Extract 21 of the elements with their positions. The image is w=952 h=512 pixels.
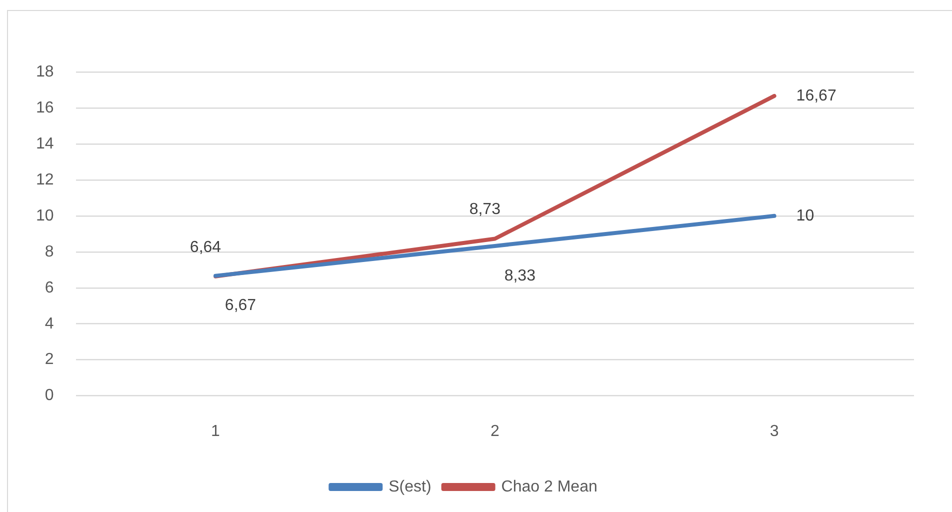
y-tick-label: 12 xyxy=(36,171,54,188)
data-label: 8,33 xyxy=(504,267,536,284)
data-label: 16,67 xyxy=(796,87,836,104)
y-tick-label: 6 xyxy=(44,279,54,296)
x-tick-label: 3 xyxy=(770,422,779,440)
data-label: 6,67 xyxy=(224,297,256,314)
y-tick-label: 14 xyxy=(36,135,54,152)
data-label: 6,64 xyxy=(190,238,222,256)
x-tick-label: 1 xyxy=(211,422,220,440)
legend-label: S(est) xyxy=(388,478,432,496)
y-tick-label: 8 xyxy=(44,243,54,260)
legend-label: Chao 2 Mean xyxy=(501,478,598,496)
y-tick-label: 16 xyxy=(36,99,54,116)
y-tick-label: 18 xyxy=(36,63,54,80)
data-label: 10 xyxy=(796,207,814,224)
data-label: 8,73 xyxy=(469,201,501,218)
y-tick-label: 4 xyxy=(44,315,54,332)
y-tick-label: 10 xyxy=(36,207,54,224)
y-tick-label: 0 xyxy=(44,387,54,404)
y-tick-label: 2 xyxy=(44,351,54,368)
x-tick-label: 2 xyxy=(490,422,500,440)
